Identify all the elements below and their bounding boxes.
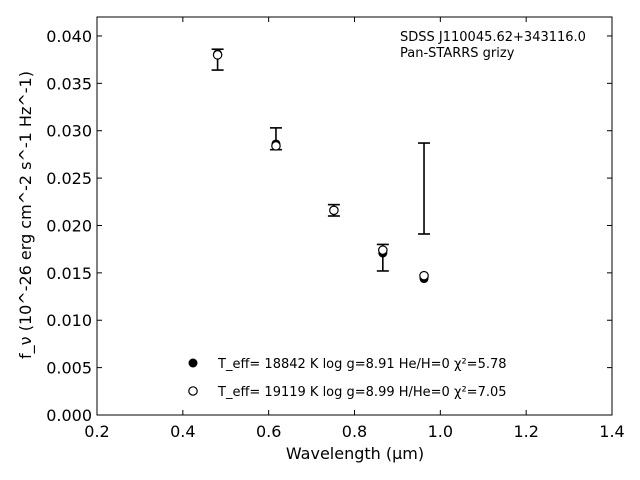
legend-label-1: T_eff= 18842 K log g=8.91 He/H=0 χ²=5.78 bbox=[217, 357, 507, 372]
x-tick-label: 0.2 bbox=[84, 422, 109, 441]
model-point-open bbox=[329, 205, 339, 216]
legend-label-2: T_eff= 19119 K log g=8.99 H/He=0 χ²=7.05 bbox=[217, 385, 507, 400]
x-tick-label: 1.0 bbox=[428, 422, 453, 441]
x-tick-label: 0.6 bbox=[256, 422, 281, 441]
y-tick-label: 0.025 bbox=[46, 169, 92, 188]
plot-area bbox=[96, 16, 613, 416]
model-point-open bbox=[378, 245, 388, 255]
x-tick-label: 1.4 bbox=[599, 422, 624, 441]
data-markers bbox=[212, 49, 429, 284]
y-tick-label: 0.040 bbox=[46, 27, 92, 46]
y-tick-label: 0.010 bbox=[46, 311, 92, 330]
model-point-open bbox=[212, 50, 223, 60]
y-tick-label: 0.020 bbox=[46, 216, 92, 235]
plot-frame bbox=[96, 16, 613, 416]
y-tick-label: 0.035 bbox=[46, 74, 92, 93]
x-tick-label: 0.8 bbox=[342, 422, 367, 441]
model-point-open bbox=[271, 141, 281, 151]
y-tick-label: 0.000 bbox=[46, 406, 92, 425]
annotation-line-2: Pan-STARRS grizy bbox=[400, 46, 515, 61]
x-tick-label: 1.2 bbox=[513, 422, 538, 441]
y-tick-label: 0.005 bbox=[46, 359, 92, 378]
annotation-line-1: SDSS J110045.62+343116.0 bbox=[400, 30, 586, 45]
y-tick-label: 0.015 bbox=[46, 264, 92, 283]
legend-marker-filled bbox=[188, 358, 198, 368]
error-bars bbox=[211, 48, 431, 272]
y-tick-label: 0.030 bbox=[46, 122, 92, 141]
x-axis-title: Wavelength (μm) bbox=[286, 444, 424, 463]
error-bar bbox=[418, 142, 431, 235]
legend-marker-open bbox=[188, 386, 198, 396]
x-tick-label: 0.4 bbox=[170, 422, 195, 441]
legend: T_eff= 18842 K log g=8.91 He/H=0 χ²=5.78… bbox=[188, 357, 507, 400]
axis-ticks: 0.2 0.4 0.6 0.8 1.0 1.2 1.4 0.000 0.005 0.010 0.01… bbox=[46, 17, 625, 441]
model-point-open bbox=[419, 270, 429, 281]
y-axis-title: f_ν (10^-26 erg cm^-2 s^-1 Hz^-1) bbox=[16, 71, 36, 359]
